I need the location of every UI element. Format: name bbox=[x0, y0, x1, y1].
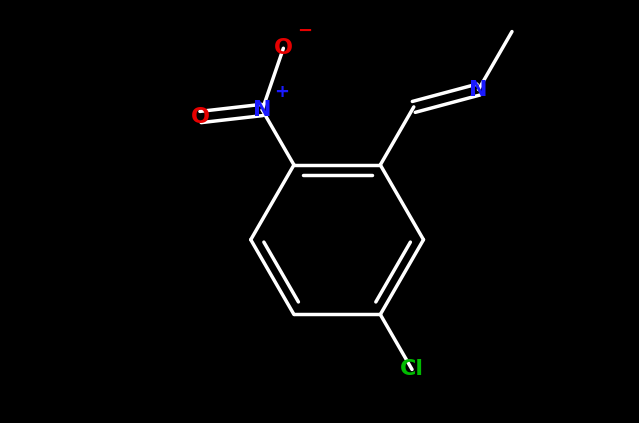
Text: +: + bbox=[274, 83, 289, 102]
Text: O: O bbox=[191, 107, 210, 127]
Text: −: − bbox=[297, 22, 312, 40]
Text: N: N bbox=[469, 80, 488, 99]
Text: Cl: Cl bbox=[400, 360, 424, 379]
Text: O: O bbox=[274, 38, 293, 58]
Text: N: N bbox=[253, 100, 272, 120]
